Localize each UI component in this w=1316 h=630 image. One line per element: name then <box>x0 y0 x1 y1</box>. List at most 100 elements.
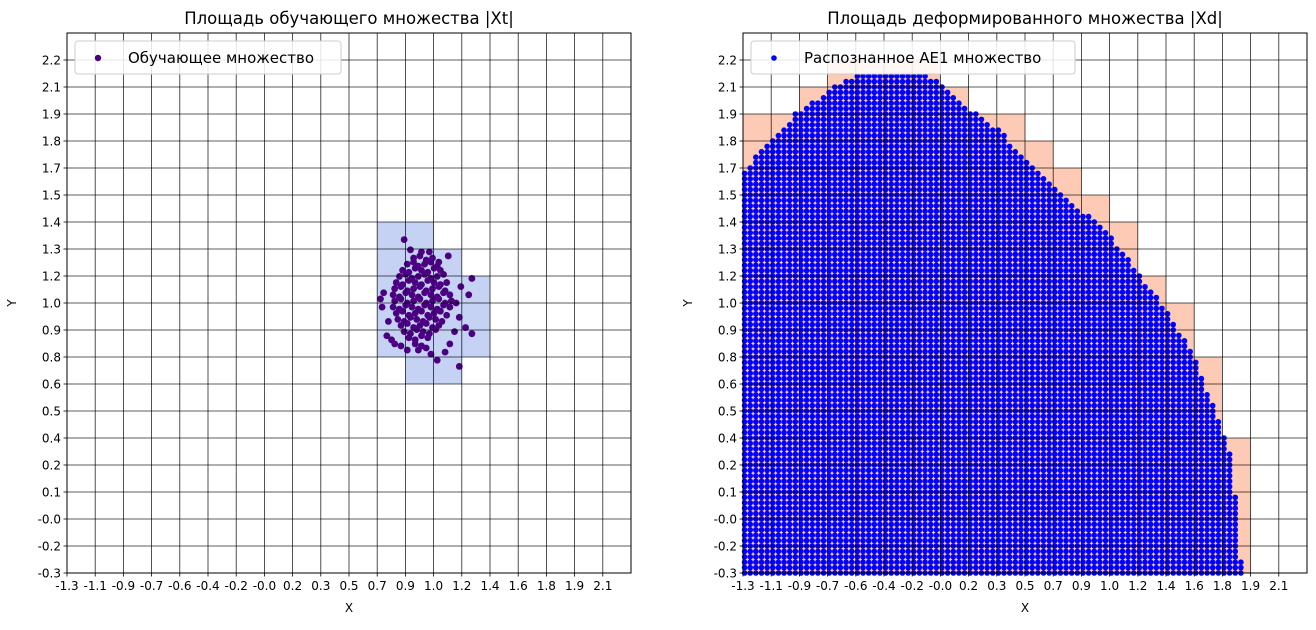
data-point <box>1041 495 1047 501</box>
data-point <box>1007 376 1013 382</box>
data-point <box>888 451 894 457</box>
data-point <box>1029 181 1035 187</box>
data-point <box>781 322 787 328</box>
data-point <box>962 241 968 247</box>
data-point <box>973 495 979 501</box>
data-point <box>787 225 793 231</box>
data-point <box>934 424 940 430</box>
data-point <box>945 343 951 349</box>
data-point <box>776 441 782 447</box>
data-point <box>838 181 844 187</box>
data-point <box>928 473 934 479</box>
data-point <box>1012 257 1018 263</box>
data-point <box>809 343 815 349</box>
data-point <box>956 144 962 150</box>
data-point <box>945 235 951 241</box>
data-point <box>950 154 956 160</box>
data-point <box>815 235 821 241</box>
data-point <box>917 527 923 533</box>
data-point <box>787 252 793 258</box>
data-point <box>809 538 815 544</box>
data-point <box>776 171 782 177</box>
data-point <box>1001 527 1007 533</box>
data-point <box>894 279 900 285</box>
data-point <box>956 468 962 474</box>
data-point <box>832 144 838 150</box>
data-point <box>973 414 979 420</box>
data-point <box>888 257 894 263</box>
data-point <box>877 565 883 571</box>
data-point <box>1029 225 1035 231</box>
data-point <box>1035 495 1041 501</box>
data-point <box>905 100 911 106</box>
data-point <box>984 181 990 187</box>
data-point <box>888 505 894 511</box>
data-point <box>1035 257 1041 263</box>
data-point <box>1041 268 1047 274</box>
data-point <box>843 505 849 511</box>
data-point <box>866 424 872 430</box>
data-point <box>781 538 787 544</box>
data-point <box>764 360 770 366</box>
data-point <box>821 484 827 490</box>
data-point <box>905 241 911 247</box>
data-point <box>781 451 787 457</box>
data-point <box>815 289 821 295</box>
data-point <box>1007 370 1013 376</box>
data-point <box>787 451 793 457</box>
data-point <box>809 316 815 322</box>
data-point <box>1001 441 1007 447</box>
data-point <box>900 527 906 533</box>
data-point <box>888 387 894 393</box>
data-point <box>401 236 408 243</box>
data-point <box>804 284 810 290</box>
data-point <box>781 505 787 511</box>
data-point <box>1001 338 1007 344</box>
data-point <box>962 230 968 236</box>
data-point <box>1012 262 1018 268</box>
data-point <box>894 268 900 274</box>
data-point <box>815 117 821 123</box>
data-point <box>871 559 877 565</box>
data-point <box>934 397 940 403</box>
data-point <box>793 214 799 220</box>
data-point <box>917 424 923 430</box>
data-point <box>787 311 793 317</box>
data-point <box>945 397 951 403</box>
data-point <box>860 451 866 457</box>
data-point <box>809 478 815 484</box>
data-point <box>753 176 759 182</box>
data-point <box>1007 171 1013 177</box>
data-point <box>1041 473 1047 479</box>
data-point <box>787 295 793 301</box>
data-point <box>894 349 900 355</box>
data-point <box>973 117 979 123</box>
data-point <box>804 527 810 533</box>
data-point <box>759 284 765 290</box>
data-point <box>832 95 838 101</box>
data-point <box>877 495 883 501</box>
data-point <box>804 478 810 484</box>
data-point <box>922 430 928 436</box>
data-point <box>821 333 827 339</box>
data-point <box>888 95 894 101</box>
data-point <box>815 424 821 430</box>
data-point <box>1029 208 1035 214</box>
data-point <box>979 262 985 268</box>
data-point <box>809 500 815 506</box>
data-point <box>905 554 911 560</box>
data-point <box>945 484 951 490</box>
data-point <box>815 322 821 328</box>
data-point <box>962 316 968 322</box>
data-point <box>787 127 793 133</box>
data-point <box>888 495 894 501</box>
data-point <box>764 333 770 339</box>
data-point <box>781 316 787 322</box>
data-point <box>787 284 793 290</box>
data-point <box>809 505 815 511</box>
data-point <box>787 343 793 349</box>
data-point <box>759 343 765 349</box>
data-point <box>984 419 990 425</box>
data-point <box>950 289 956 295</box>
data-point <box>832 446 838 452</box>
